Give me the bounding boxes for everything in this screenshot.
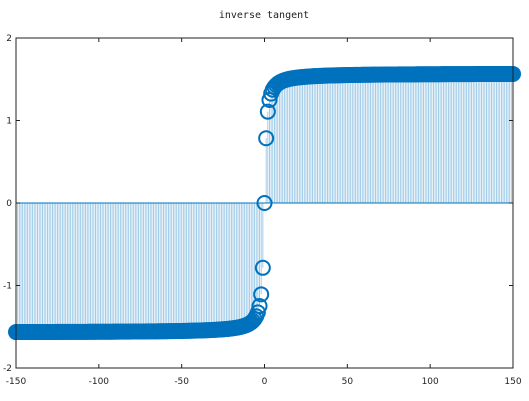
- chart-title: inverse tangent: [219, 10, 309, 21]
- x-tick-label: 0: [262, 377, 268, 387]
- x-tick-label: -150: [6, 377, 27, 387]
- y-tick-label: 0: [6, 199, 12, 209]
- data-point: [244, 312, 261, 329]
- x-tick-label: -50: [174, 377, 189, 387]
- data-point: [259, 103, 276, 120]
- x-tick-label: 100: [422, 377, 439, 387]
- x-tick-label: 50: [342, 377, 354, 387]
- y-tick-label: -2: [3, 364, 12, 374]
- y-tick-label: -1: [3, 282, 12, 292]
- data-point: [249, 304, 266, 321]
- data-point: [253, 286, 270, 303]
- x-tick-label: 150: [504, 377, 521, 387]
- axes: -150 -100 -50 0 50 100 150 2 1 0 -1 -2: [3, 34, 522, 387]
- data-point: [256, 195, 273, 211]
- data-point: [258, 130, 275, 147]
- y-tick-label: 2: [6, 34, 12, 44]
- data-point: [254, 259, 271, 276]
- data-point: [251, 298, 268, 315]
- y-tick-label: 1: [6, 117, 12, 127]
- x-tick-label: -100: [89, 377, 110, 387]
- plot-area: [8, 65, 521, 341]
